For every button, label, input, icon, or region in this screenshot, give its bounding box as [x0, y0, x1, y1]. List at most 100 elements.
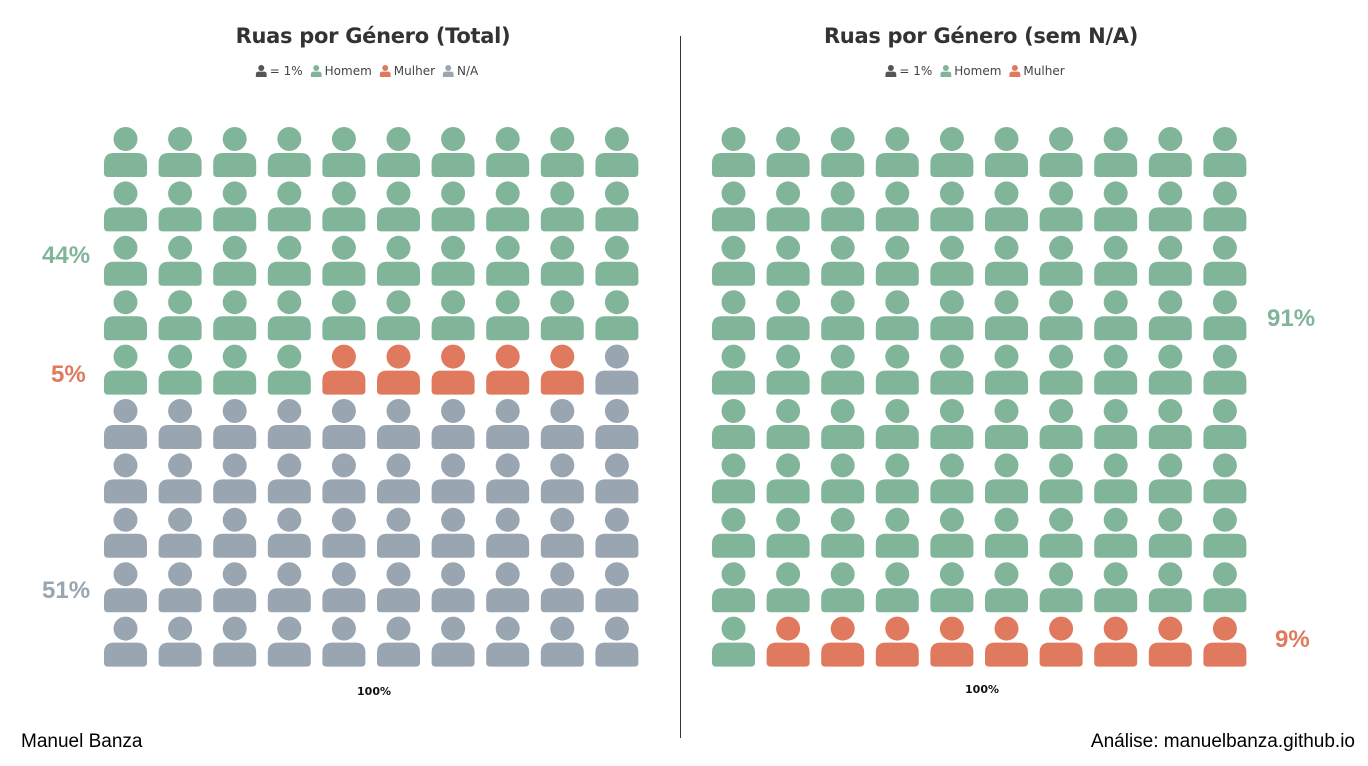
person-icon-homem [985, 562, 1028, 613]
person-head [331, 235, 356, 260]
person-icon-homem [712, 235, 755, 286]
person-body [213, 479, 257, 504]
person-body [1094, 207, 1138, 232]
person-head [994, 562, 1019, 587]
person-icon-homem [821, 344, 865, 395]
person-icon-na [213, 453, 257, 504]
person-head [939, 399, 964, 423]
person-body [985, 425, 1028, 449]
legend-item-unit: = 1% [255, 64, 303, 78]
person-icon-homem [712, 507, 755, 558]
person-head [386, 290, 411, 315]
person-body [213, 261, 257, 286]
person-body [712, 533, 755, 558]
person-icon-homem [712, 181, 755, 232]
person-body [267, 533, 311, 558]
person-body [1094, 588, 1138, 613]
person-body [712, 425, 755, 449]
person-body [540, 153, 584, 177]
person-head [331, 344, 356, 369]
person-head [1212, 235, 1237, 260]
person-icon-homem [486, 235, 530, 286]
person-icon-homem [377, 235, 420, 286]
person-body [213, 370, 257, 395]
person-body [985, 207, 1028, 232]
person-head [550, 507, 575, 532]
person-body [1148, 642, 1192, 667]
person-head [721, 562, 746, 587]
person-head [1049, 399, 1074, 423]
person-head [331, 290, 356, 315]
person-body [540, 316, 584, 341]
person-head [939, 507, 964, 532]
person-icon [1009, 65, 1021, 77]
person-head [830, 181, 855, 206]
person-body [322, 153, 366, 177]
person-head [1212, 507, 1237, 532]
person-body [1039, 316, 1083, 341]
person-body [540, 642, 584, 667]
person-icon-homem [766, 507, 810, 558]
person-icon-homem [377, 181, 420, 232]
person-body [1039, 207, 1083, 232]
person-icon-homem [1094, 235, 1138, 286]
person-body [1203, 261, 1247, 286]
person-icon-homem [875, 399, 919, 449]
person-head [776, 453, 801, 478]
person-body [1039, 153, 1083, 177]
person-body [930, 153, 974, 177]
person-body [1203, 642, 1247, 667]
person-head [939, 235, 964, 260]
person-body [930, 642, 974, 667]
person-icon-homem [875, 562, 919, 613]
person-body [766, 588, 810, 613]
person-icon-na [158, 399, 202, 449]
person-body [431, 533, 475, 558]
person-icon-homem [431, 235, 475, 286]
person-head [495, 127, 520, 151]
person-body [1094, 370, 1138, 395]
person-body [267, 588, 311, 613]
person-body [377, 425, 420, 449]
person-body [1039, 425, 1083, 449]
person-body [1148, 588, 1192, 613]
person-head [277, 616, 302, 641]
person-head [1049, 344, 1074, 369]
person-body [322, 370, 366, 395]
person-head [277, 181, 302, 206]
person-icon-homem [766, 235, 810, 286]
person-head [113, 453, 138, 478]
person-icon-homem [1148, 453, 1192, 504]
person-body [1094, 533, 1138, 558]
person-body [322, 588, 366, 613]
person-head [277, 344, 302, 369]
person-head [604, 453, 629, 478]
person-icon-mulher [431, 344, 475, 395]
person-icon-homem [1039, 507, 1083, 558]
person-head [222, 616, 247, 641]
person-body [322, 533, 366, 558]
person-head [386, 507, 411, 532]
person-body [213, 207, 257, 232]
person-icon-homem [985, 344, 1028, 395]
person-head [887, 65, 894, 71]
person-icon-na [431, 507, 475, 558]
person-icon-homem [930, 562, 974, 613]
person-icon-na [322, 616, 366, 667]
legend-label-mulher: Mulher [1023, 64, 1065, 78]
person-head [1103, 507, 1128, 532]
person-head [830, 453, 855, 478]
person-icon-homem [875, 290, 919, 341]
person-head [604, 616, 629, 641]
person-body [875, 316, 919, 341]
person-icon-mulher [486, 344, 530, 395]
person-body [985, 642, 1028, 667]
person-head [1158, 399, 1183, 423]
person-body [267, 425, 311, 449]
person-body [1148, 479, 1192, 504]
person-head [277, 235, 302, 260]
legend-item-na: N/A [443, 64, 478, 78]
person-body [821, 642, 865, 667]
person-body [875, 261, 919, 286]
person-icon-homem [1039, 127, 1083, 177]
